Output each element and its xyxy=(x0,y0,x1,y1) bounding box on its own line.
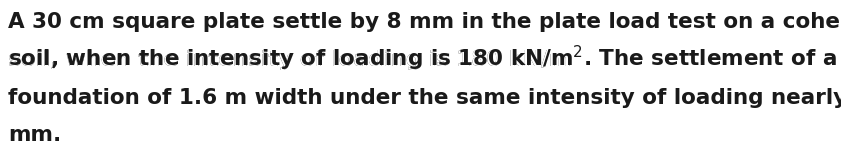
Text: soil, when the intensity of loading is 180 kN/m$^2$. The settlement of a shallow: soil, when the intensity of loading is 1… xyxy=(8,44,841,73)
Text: mm.: mm. xyxy=(8,125,61,145)
Text: soil, when the intensity of loading is 180 kN/m: soil, when the intensity of loading is 1… xyxy=(8,50,571,70)
Text: soil, when the intensity of loading is 180 kN/m: soil, when the intensity of loading is 1… xyxy=(8,50,571,70)
Text: foundation of 1.6 m width under the same intensity of loading nearly ________: foundation of 1.6 m width under the same… xyxy=(8,88,841,110)
Text: A 30 cm square plate settle by 8 mm in the plate load test on a cohesionless: A 30 cm square plate settle by 8 mm in t… xyxy=(8,12,841,32)
